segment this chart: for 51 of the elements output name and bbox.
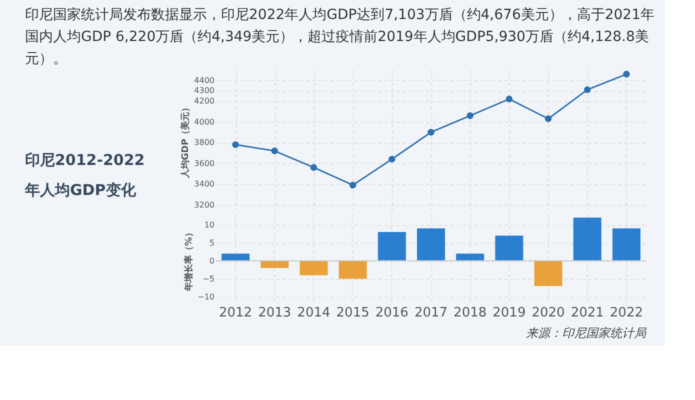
x-tick-label: 2020 [532, 306, 565, 320]
point [388, 156, 396, 163]
y-tick-label: 3800 [194, 138, 214, 148]
y-tick-label: 4000 [194, 117, 214, 126]
point [310, 164, 318, 171]
point [466, 112, 474, 119]
x-tick-label: 2015 [336, 306, 370, 320]
point [623, 70, 630, 78]
point [232, 141, 239, 148]
bar [573, 218, 602, 261]
x-tick-label: 2016 [375, 306, 408, 320]
point [506, 96, 513, 102]
bar [338, 260, 367, 279]
source-note: 来源：印尼国家统计局 [526, 326, 647, 340]
bar [456, 254, 484, 261]
x-tick-label: 2014 [297, 306, 330, 320]
y-tick-label: 4400 [194, 76, 214, 85]
y-tick-label: 3600 [194, 158, 214, 168]
bar [495, 236, 524, 261]
text: 印尼2012-2022 年人均GDP变化 [24, 151, 145, 199]
x-tick-label: 2012 [219, 306, 252, 320]
y-tick-label: 4200 [194, 96, 214, 106]
x-tick-label: 2013 [258, 306, 292, 320]
bar [260, 260, 289, 268]
point [428, 128, 434, 136]
bar [417, 228, 445, 261]
x-tick-label: 2019 [492, 306, 526, 320]
y-tick-label: −10 [198, 292, 214, 302]
y-tick-label: 3400 [194, 180, 214, 189]
y-tick-label: 5 [209, 238, 214, 248]
x-tick-label: 2022 [610, 306, 643, 320]
y-axis-title: 人均GDP（美元） [180, 102, 192, 180]
x-tick-label: 2017 [414, 306, 448, 320]
y-axis-title: 年增长率（%） [184, 228, 195, 292]
y-tick-label: 4300 [194, 86, 214, 96]
bar [612, 228, 640, 261]
y-tick-label: 0 [209, 256, 214, 266]
y-tick-label: 3200 [194, 200, 214, 210]
bar [222, 254, 250, 261]
bar [378, 232, 406, 261]
point [271, 148, 278, 154]
point [544, 115, 552, 122]
y-tick-label: −5 [202, 274, 214, 284]
y-tick-label: 10 [204, 220, 214, 230]
point [349, 182, 356, 188]
x-tick-label: 2018 [454, 306, 487, 320]
bar [300, 260, 328, 276]
point [584, 86, 591, 94]
x-tick-label: 2021 [570, 306, 604, 320]
chart-title: 印尼国家统计局发布数据显示，印尼2022年人均GDP达到7,103万盾（约4,676美元），高于2021年国内人均GDP 6,220万盾（约4,349美元），超过疫情前2019年人均GDP5,930万盾（约4,128.8美元）。 [25, 7, 654, 67]
bar [534, 260, 562, 286]
